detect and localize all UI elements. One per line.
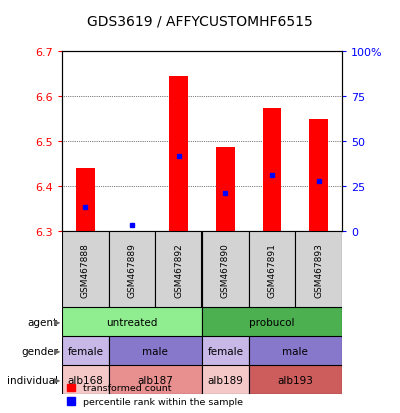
Bar: [295, 231, 342, 308]
Text: probucol: probucol: [249, 317, 295, 327]
Text: individual: individual: [7, 375, 58, 385]
Text: GSM467889: GSM467889: [128, 242, 136, 297]
Bar: [62, 231, 109, 308]
Text: female: female: [67, 346, 103, 356]
Bar: [202, 308, 342, 337]
Bar: [249, 231, 295, 308]
Bar: [155, 231, 202, 308]
Text: GSM467891: GSM467891: [268, 242, 276, 297]
Bar: [76, 169, 95, 231]
Bar: [62, 366, 109, 394]
Text: GDS3619 / AFFYCUSTOMHF6515: GDS3619 / AFFYCUSTOMHF6515: [87, 14, 313, 28]
Bar: [169, 77, 188, 231]
Text: female: female: [207, 346, 243, 356]
Legend: transformed count, percentile rank within the sample: transformed count, percentile rank withi…: [67, 384, 243, 406]
Text: alb187: alb187: [137, 375, 173, 385]
Text: ▶: ▶: [54, 347, 60, 356]
Text: GSM467890: GSM467890: [221, 242, 230, 297]
Bar: [202, 366, 249, 394]
Text: alb193: alb193: [277, 375, 313, 385]
Text: GSM467893: GSM467893: [314, 242, 323, 297]
Text: gender: gender: [21, 346, 58, 356]
Text: male: male: [142, 346, 168, 356]
Bar: [62, 308, 202, 337]
Text: ▶: ▶: [54, 318, 60, 327]
Bar: [249, 337, 342, 366]
Text: agent: agent: [28, 317, 58, 327]
Bar: [109, 231, 155, 308]
Text: ▶: ▶: [54, 375, 60, 385]
Bar: [109, 366, 202, 394]
Bar: [109, 337, 202, 366]
Text: GSM467892: GSM467892: [174, 242, 183, 297]
Bar: [309, 120, 328, 231]
Text: GSM467888: GSM467888: [81, 242, 90, 297]
Text: untreated: untreated: [106, 317, 158, 327]
Text: male: male: [282, 346, 308, 356]
Bar: [216, 147, 235, 231]
Text: alb189: alb189: [207, 375, 243, 385]
Bar: [202, 231, 249, 308]
Bar: [263, 109, 281, 231]
Bar: [202, 337, 249, 366]
Text: alb168: alb168: [67, 375, 103, 385]
Bar: [249, 366, 342, 394]
Bar: [62, 337, 109, 366]
